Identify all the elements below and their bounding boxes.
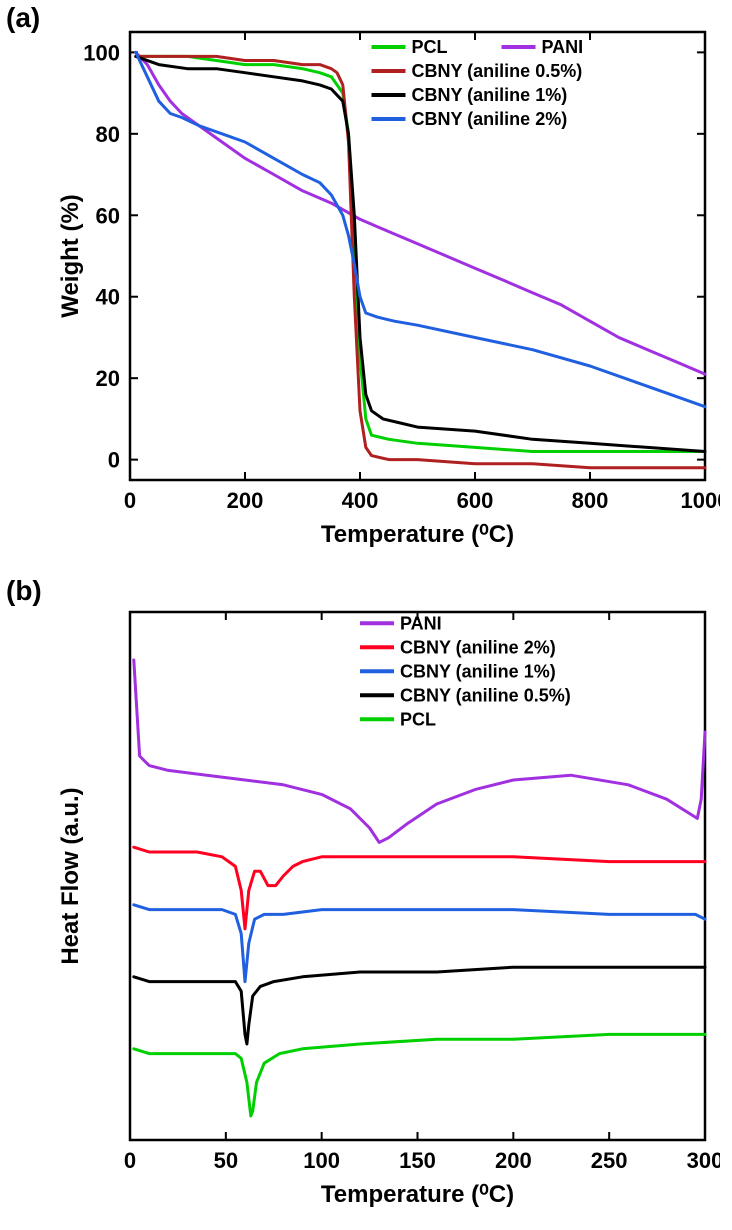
svg-text:200: 200 [495, 1148, 532, 1173]
svg-text:80: 80 [96, 122, 120, 147]
svg-text:Temperature (⁰C): Temperature (⁰C) [321, 521, 514, 548]
svg-text:PANI: PANI [400, 613, 442, 633]
svg-text:0: 0 [108, 448, 120, 473]
svg-text:CBNY (aniline 1%): CBNY (aniline 1%) [412, 85, 568, 105]
svg-text:1000: 1000 [681, 488, 720, 513]
svg-text:400: 400 [342, 488, 379, 513]
svg-text:600: 600 [457, 488, 494, 513]
svg-text:800: 800 [572, 488, 609, 513]
svg-text:CBNY (aniline 0.5%): CBNY (aniline 0.5%) [412, 61, 583, 81]
svg-text:50: 50 [214, 1148, 238, 1173]
chart-b: 0 50 100 150 200 250 300 Temperature (⁰C) Heat F… [50, 600, 720, 1220]
chart-a-svg: 0 200 400 600 800 1000 0 20 40 60 80 100 Temperature… [50, 20, 720, 560]
svg-text:40: 40 [96, 285, 120, 310]
chart-a: 0 200 400 600 800 1000 0 20 40 60 80 100 Temperature… [50, 20, 720, 560]
svg-text:PCL: PCL [400, 709, 436, 729]
svg-text:0: 0 [124, 1148, 136, 1173]
svg-text:CBNY (aniline 2%): CBNY (aniline 2%) [400, 637, 556, 657]
svg-text:60: 60 [96, 203, 120, 228]
svg-text:PCL: PCL [412, 37, 448, 57]
svg-text:200: 200 [227, 488, 264, 513]
svg-text:150: 150 [399, 1148, 436, 1173]
svg-text:Weight (%): Weight (%) [57, 194, 84, 318]
svg-text:300: 300 [687, 1148, 720, 1173]
panel-b-label: (b) [6, 575, 42, 607]
svg-text:100: 100 [303, 1148, 340, 1173]
chart-b-svg: 0 50 100 150 200 250 300 Temperature (⁰C) Heat F… [50, 600, 720, 1220]
svg-text:250: 250 [591, 1148, 628, 1173]
svg-text:Temperature (⁰C): Temperature (⁰C) [321, 1181, 514, 1208]
svg-text:0: 0 [124, 488, 136, 513]
svg-text:Heat Flow (a.u.): Heat Flow (a.u.) [57, 787, 84, 964]
svg-text:20: 20 [96, 366, 120, 391]
svg-text:CBNY (aniline 0.5%): CBNY (aniline 0.5%) [400, 685, 571, 705]
svg-text:PANI: PANI [542, 37, 584, 57]
panel-a-label: (a) [6, 2, 40, 34]
svg-text:100: 100 [83, 40, 120, 65]
svg-text:CBNY (aniline 2%): CBNY (aniline 2%) [412, 109, 568, 129]
svg-text:CBNY (aniline 1%): CBNY (aniline 1%) [400, 661, 556, 681]
